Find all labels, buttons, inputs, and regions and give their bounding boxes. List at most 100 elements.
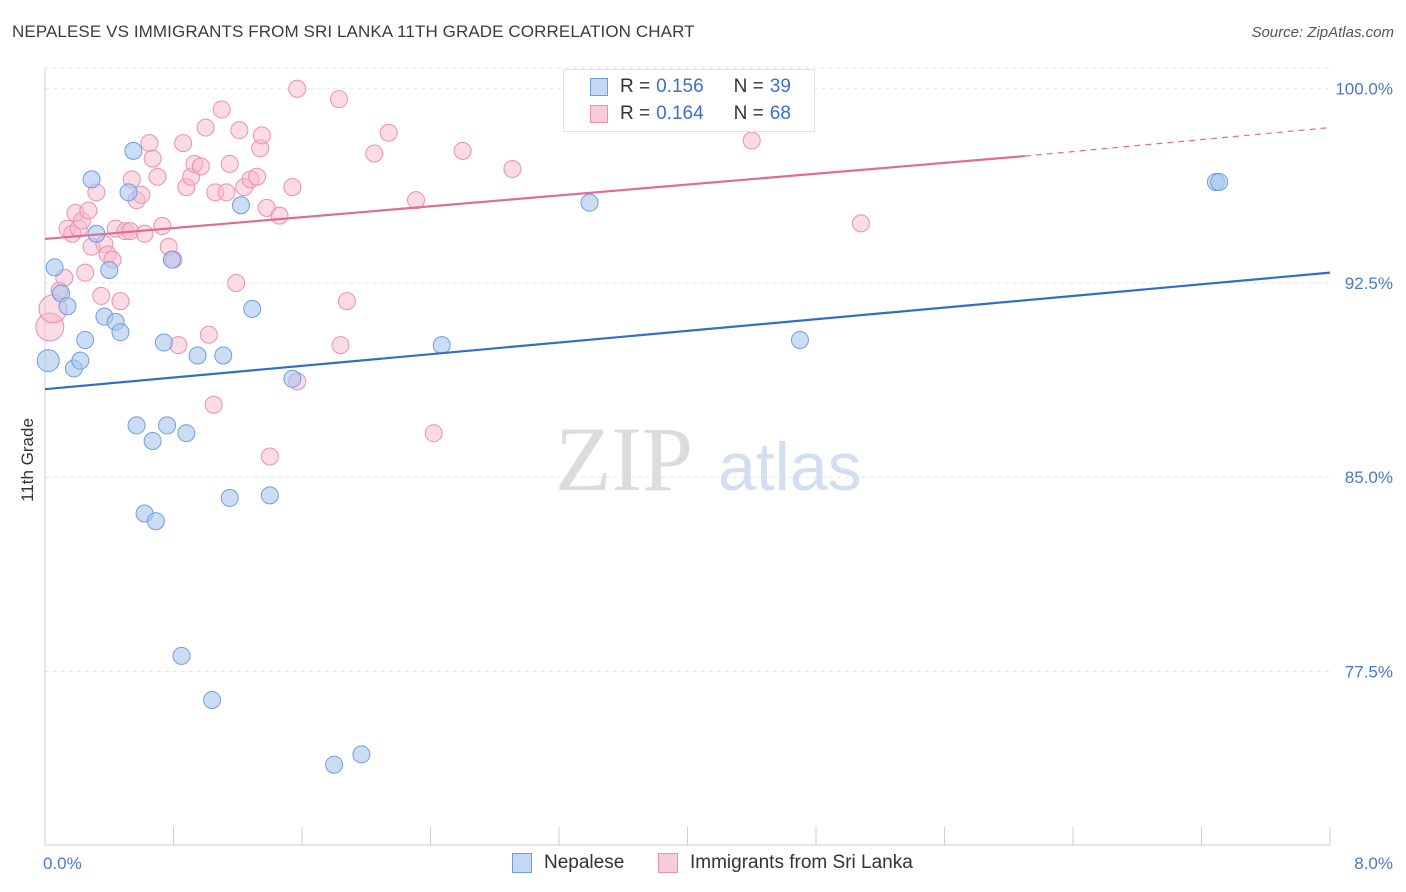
nepalese-legend-swatch (512, 853, 532, 873)
nepalese-point (127, 416, 146, 435)
nepalese-point (119, 183, 138, 202)
srilanka-point (453, 141, 472, 160)
srilanka-point (260, 447, 279, 466)
srilanka-point (337, 292, 356, 311)
srilanka-point (230, 121, 249, 140)
nepalese-point (58, 297, 77, 316)
srilanka-point (329, 90, 348, 109)
nepalese-point (162, 250, 181, 269)
watermark-atlas: atlas (718, 429, 862, 505)
x-tick-label-max: 8.0% (1354, 854, 1393, 873)
nepalese-point (71, 351, 90, 370)
x-tick-label-min: 0.0% (43, 854, 82, 873)
nepalese-point (214, 346, 233, 365)
srilanka-point (148, 167, 167, 186)
srilanka-point (199, 325, 218, 344)
srilanka-point (270, 206, 289, 225)
nepalese-point (172, 646, 191, 665)
legend-item-nepalese: Nepalese (512, 852, 624, 874)
srilanka-legend-swatch (658, 853, 678, 873)
srilanka-point (220, 154, 239, 173)
nepalese-point (146, 512, 165, 531)
srilanka-point (283, 178, 302, 197)
nepalese-swatch (590, 78, 608, 96)
srilanka-point (135, 224, 154, 243)
axes (44, 68, 1331, 846)
chart-title: NEPALESE VS IMMIGRANTS FROM SRI LANKA 11… (12, 22, 695, 41)
nepalese-point (203, 690, 222, 709)
nepalese-point (325, 755, 344, 774)
y-tick-label-3: 100.0% (1335, 80, 1393, 99)
srilanka-point (288, 79, 307, 98)
axis-ticks: 77.5% 85.0% 92.5% 100.0% 0.0% 8.0% (43, 80, 1393, 873)
n-value: 39 (769, 76, 791, 97)
nepalese-point (231, 196, 250, 215)
srilanka-point (92, 286, 111, 305)
srilanka-point (143, 149, 162, 168)
srilanka-legend-label: Immigrants from Sri Lanka (690, 852, 913, 873)
srilanka-point (140, 134, 159, 153)
y-tick-label-0: 77.5% (1345, 662, 1393, 681)
srilanka-points (35, 79, 870, 466)
legend-row-srilanka: R = 0.164 N = 68 (590, 102, 791, 126)
series-legend: Nepalese Immigrants from Sri Lanka (0, 852, 1406, 878)
srilanka-point (331, 336, 350, 355)
srilanka-point (212, 100, 231, 119)
nepalese-point (100, 261, 119, 280)
n-label: N = (733, 103, 764, 124)
nepalese-point (45, 258, 64, 277)
srilanka-point (365, 144, 384, 163)
nepalese-point (111, 323, 130, 342)
srilanka-point (379, 123, 398, 142)
srilanka-point (503, 160, 522, 179)
nepalese-point (177, 424, 196, 443)
nepalese-point (580, 193, 599, 212)
srilanka-point (742, 131, 761, 150)
srilanka-point (248, 167, 267, 186)
r-label: R = (620, 103, 651, 124)
srilanka-point (79, 201, 98, 220)
srilanka-point (191, 157, 210, 176)
srilanka-point (196, 118, 215, 137)
y-tick-label-2: 92.5% (1345, 274, 1393, 293)
nepalese-point (220, 488, 239, 507)
srilanka-point (153, 216, 172, 235)
srilanka-point (252, 126, 271, 145)
nepalese-point (76, 330, 95, 349)
nepalese-point (188, 346, 207, 365)
srilanka-point (217, 183, 236, 202)
nepalese-point (352, 745, 371, 764)
r-label: R = (620, 76, 651, 97)
legend-row-nepalese: R = 0.156 N = 39 (590, 75, 791, 99)
n-label: N = (733, 76, 764, 97)
nepalese-point (1210, 172, 1229, 191)
srilanka-point (204, 395, 223, 414)
srilanka-point (227, 273, 246, 292)
n-value: 68 (769, 103, 791, 124)
y-axis-label: 11th Grade (18, 418, 37, 502)
gridlines (45, 67, 1330, 672)
srilanka-point (851, 214, 870, 233)
srilanka-point (424, 424, 443, 443)
stats-legend: R = 0.156 N = 39 R = 0.164 N = 68 (563, 69, 815, 132)
legend-item-srilanka: Immigrants from Sri Lanka (658, 852, 913, 874)
y-tick-label-1: 85.0% (1345, 468, 1393, 487)
nepalese-points (36, 141, 1229, 774)
nepalese-point (260, 486, 279, 505)
nepalese-point (432, 336, 451, 355)
r-value: 0.156 (656, 76, 704, 97)
nepalese-point (82, 170, 101, 189)
trend-lines (44, 126, 1331, 391)
srilanka-swatch (590, 105, 608, 123)
nepalese-legend-label: Nepalese (544, 852, 625, 873)
nepalese-point (243, 299, 262, 318)
nepalese-point (143, 431, 162, 450)
srilanka-trend-extension (1024, 126, 1331, 157)
nepalese-point (158, 416, 177, 435)
nepalese-point (283, 369, 302, 388)
srilanka-point (111, 292, 130, 311)
nepalese-point (790, 330, 809, 349)
srilanka-trend-line (44, 154, 1025, 241)
srilanka-point (174, 134, 193, 153)
